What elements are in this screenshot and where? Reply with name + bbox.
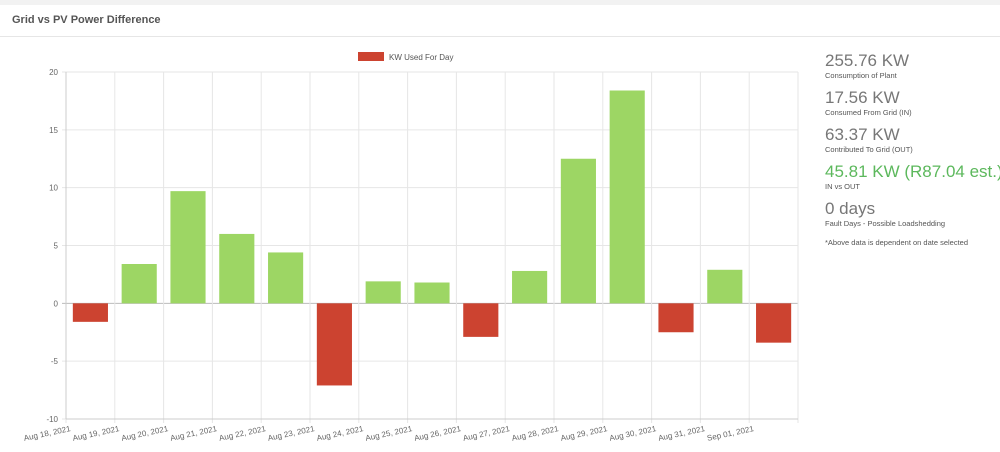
bar bbox=[170, 191, 206, 304]
chart-panel: Grid vs PV Power Difference -10 -5 0 5 10 15 2… bbox=[0, 5, 1000, 452]
x-tick-label: Aug 21, 2021 bbox=[169, 424, 218, 443]
stat-value: 255.76 KW bbox=[825, 51, 910, 70]
bar bbox=[268, 252, 304, 304]
stat-value: 45.81 KW (R87.04 est.) bbox=[825, 162, 1000, 181]
bar bbox=[609, 90, 645, 304]
stat-label: Fault Days - Possible Loadshedding bbox=[825, 219, 946, 228]
bar bbox=[512, 270, 548, 304]
stat-fault-days: 0 days Fault Days - Possible Loadsheddin… bbox=[825, 199, 995, 229]
bar bbox=[219, 233, 255, 304]
x-tick-label: Aug 27, 2021 bbox=[462, 424, 511, 443]
stat-value: 0 days bbox=[825, 199, 876, 218]
bar bbox=[756, 303, 792, 343]
stats-sidebar: 255.76 KW Consumption of Plant 17.56 KW … bbox=[825, 51, 1000, 247]
x-tick-label: Sep 01, 2021 bbox=[706, 424, 755, 443]
y-tick-label: 20 bbox=[49, 68, 58, 77]
stat-consumed-from-grid: 17.56 KW Consumed From Grid (IN) bbox=[825, 88, 995, 118]
x-tick-label: Aug 20, 2021 bbox=[121, 424, 170, 443]
x-tick-label: Aug 18, 2021 bbox=[23, 424, 72, 443]
bar bbox=[121, 264, 157, 304]
stat-label: IN vs OUT bbox=[825, 182, 860, 191]
bar bbox=[658, 303, 694, 333]
stat-value: 63.37 KW bbox=[825, 125, 900, 144]
bar bbox=[463, 303, 499, 337]
x-tick-label: Aug 30, 2021 bbox=[609, 424, 658, 443]
stat-value: 17.56 KW bbox=[825, 88, 900, 107]
x-tick-label: Aug 23, 2021 bbox=[267, 424, 316, 443]
bar bbox=[72, 303, 108, 322]
x-tick-label: Aug 22, 2021 bbox=[218, 424, 267, 443]
stat-consumption: 255.76 KW Consumption of Plant bbox=[825, 51, 995, 81]
stat-contributed-to-grid: 63.37 KW Contributed To Grid (OUT) bbox=[825, 125, 995, 155]
y-tick-label: 0 bbox=[54, 299, 59, 308]
y-tick-label: -5 bbox=[51, 357, 59, 366]
legend-swatch bbox=[358, 52, 384, 61]
stat-label: Contributed To Grid (OUT) bbox=[825, 145, 913, 154]
bar bbox=[365, 281, 401, 304]
bar bbox=[414, 282, 450, 304]
panel-title: Grid vs PV Power Difference bbox=[12, 14, 161, 26]
x-tick-label: Aug 24, 2021 bbox=[316, 424, 365, 443]
bar bbox=[316, 303, 352, 386]
y-tick-label: -10 bbox=[46, 415, 58, 424]
x-tick-label: Aug 25, 2021 bbox=[365, 424, 414, 443]
panel-header: Grid vs PV Power Difference bbox=[0, 5, 1000, 37]
x-tick-label: Aug 19, 2021 bbox=[72, 424, 121, 443]
x-tick-label: Aug 29, 2021 bbox=[560, 424, 609, 443]
y-tick-label: 15 bbox=[49, 126, 58, 135]
legend-label: KW Used For Day bbox=[389, 53, 453, 62]
stat-label: Consumed From Grid (IN) bbox=[825, 108, 912, 117]
stat-label: Consumption of Plant bbox=[825, 71, 897, 80]
stat-in-vs-out: 45.81 KW (R87.04 est.) IN vs OUT bbox=[825, 162, 1000, 192]
bar bbox=[707, 269, 743, 304]
x-tick-label: Aug 26, 2021 bbox=[413, 424, 462, 443]
x-tick-label: Aug 31, 2021 bbox=[657, 424, 706, 443]
y-tick-label: 10 bbox=[49, 184, 58, 193]
data-note: *Above data is dependent on date selecte… bbox=[825, 238, 969, 247]
x-tick-label: Aug 28, 2021 bbox=[511, 424, 560, 443]
y-tick-label: 5 bbox=[54, 242, 59, 251]
bar bbox=[560, 158, 596, 304]
